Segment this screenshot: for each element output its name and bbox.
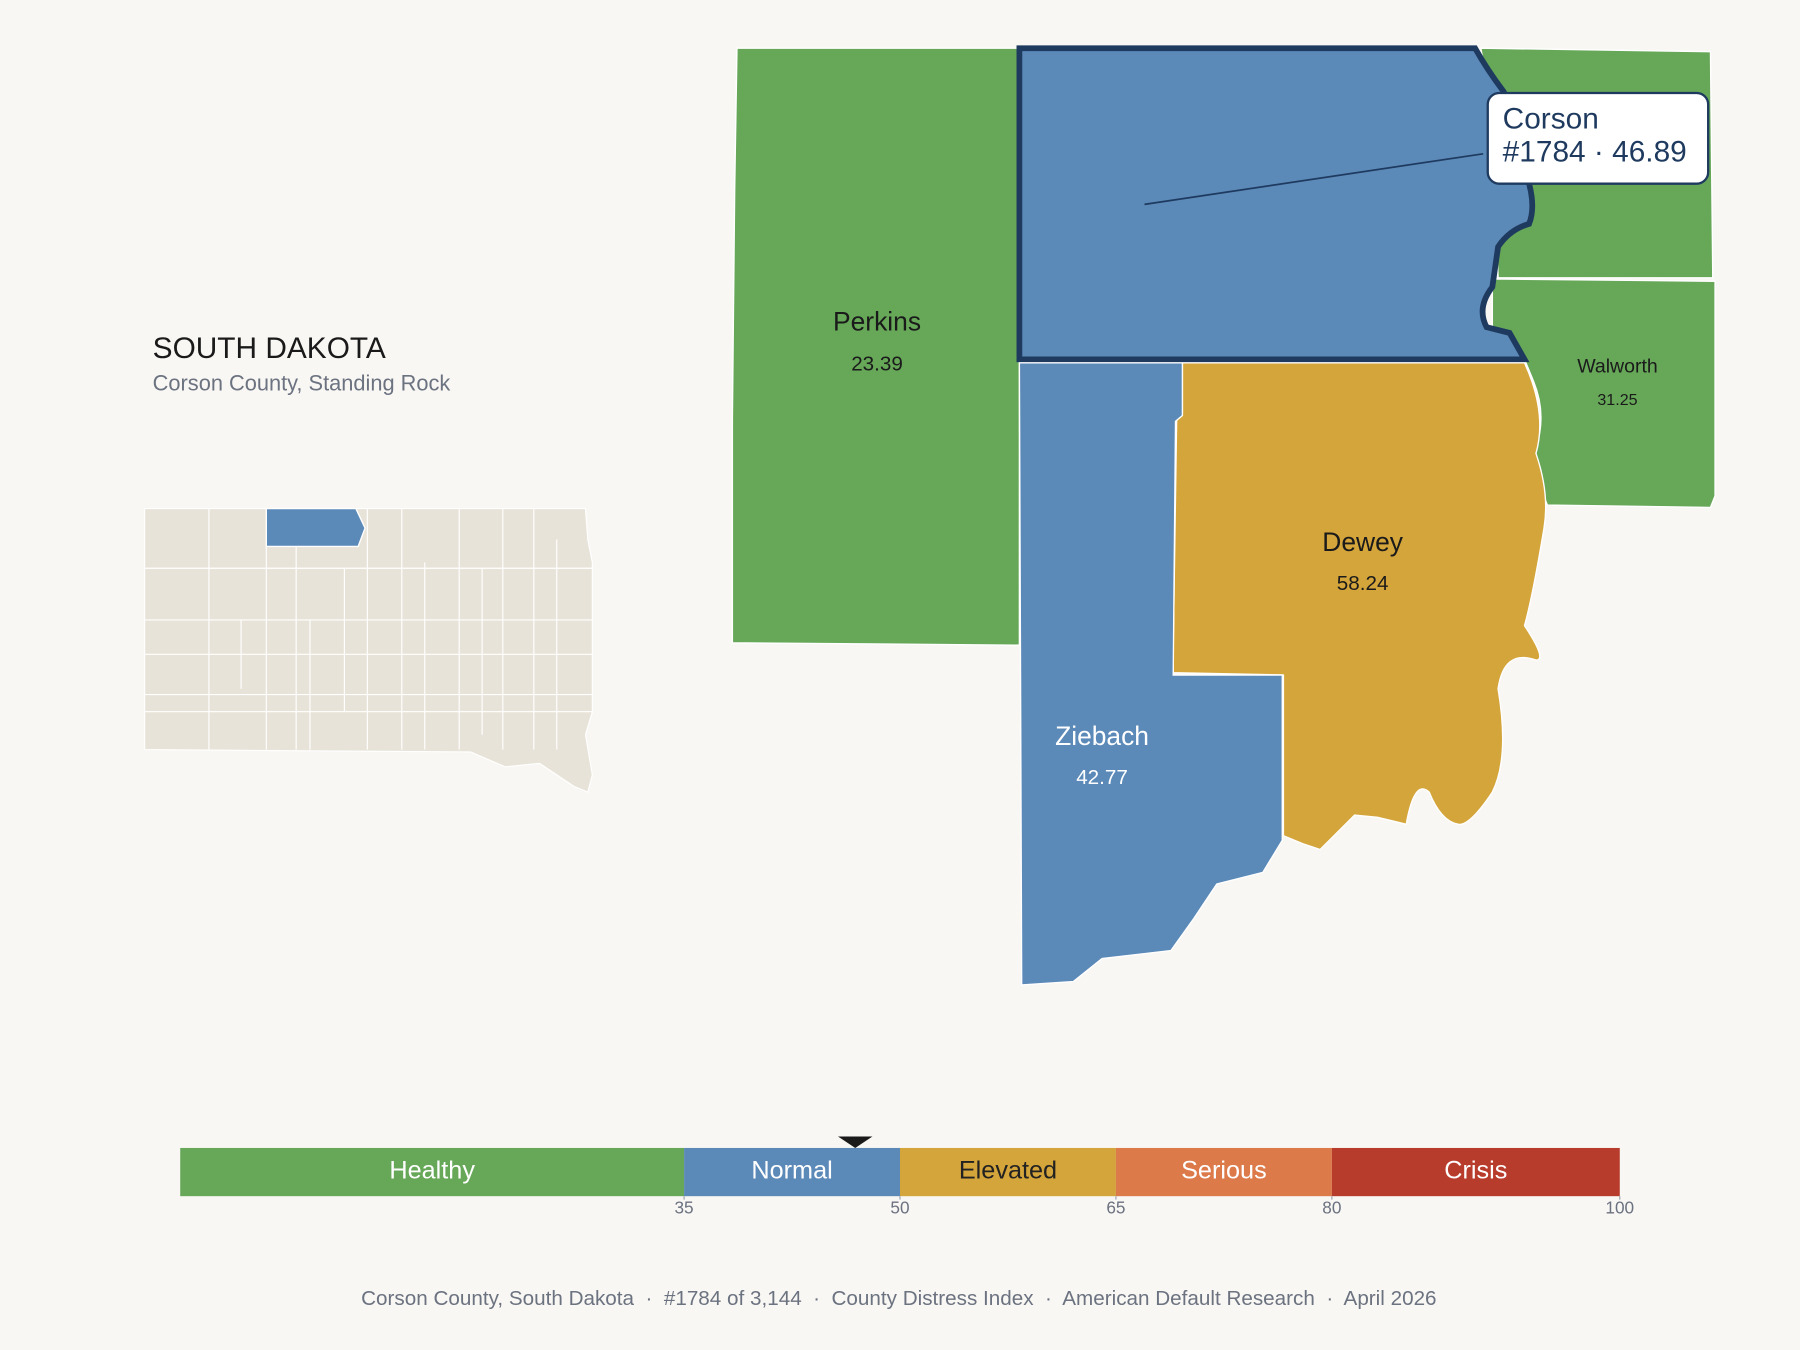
callout-title: Corson	[1503, 102, 1599, 135]
county-value: 23.39	[851, 353, 903, 376]
county-value: 42.77	[1076, 766, 1128, 789]
inset-map	[144, 507, 593, 793]
legend-bin-label: Serious	[1181, 1157, 1267, 1185]
county-value: 31.25	[1597, 391, 1637, 409]
legend-bin	[684, 1147, 900, 1197]
legend-bin	[900, 1147, 1116, 1197]
legend-bin-label: Crisis	[1444, 1157, 1507, 1185]
legend-tick-label: 50	[890, 1197, 909, 1217]
county-name: Ziebach	[1055, 721, 1149, 751]
county-perkins	[731, 47, 1021, 646]
callout-label: #1784 · 46.89	[1503, 136, 1687, 169]
subtitle: Corson County, Standing Rock	[153, 370, 451, 395]
legend-tick-label: 35	[674, 1197, 693, 1217]
inset-corson	[265, 507, 366, 548]
county-name: Dewey	[1322, 527, 1403, 557]
legend-tick-label: 80	[1322, 1197, 1341, 1217]
county-dewey	[1172, 362, 1547, 851]
county-value: 58.24	[1337, 572, 1389, 595]
legend-bin	[1331, 1147, 1620, 1197]
legend-bin-label: Healthy	[389, 1157, 475, 1185]
callout-box	[1486, 91, 1710, 185]
legend-bin	[1115, 1147, 1332, 1197]
legend-marker	[838, 1136, 873, 1148]
footer: Corson County, South Dakota · #1784 of 3…	[361, 1287, 1436, 1310]
county-ziebach	[1018, 362, 1283, 986]
title: SOUTH DAKOTA	[153, 332, 386, 365]
legend-bin-label: Normal	[751, 1157, 832, 1185]
county-corson	[1016, 45, 1536, 363]
county-name: Walworth	[1577, 356, 1658, 378]
legend: Healthy Normal Elevated Serious Crisis 35 50 65…	[180, 1136, 1634, 1217]
county-name: Perkins	[833, 307, 921, 337]
legend-bin	[180, 1147, 685, 1197]
legend-tick-label: 65	[1106, 1197, 1125, 1217]
callout-leader	[1144, 152, 1484, 206]
legend-bin-label: Elevated	[959, 1157, 1057, 1185]
legend-tick-label: 100	[1605, 1197, 1634, 1217]
